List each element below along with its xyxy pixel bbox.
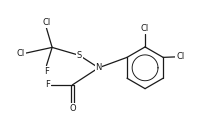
- Text: Cl: Cl: [42, 18, 51, 27]
- Text: N: N: [95, 63, 102, 72]
- Text: O: O: [69, 104, 76, 113]
- Text: F: F: [44, 67, 49, 76]
- Text: Cl: Cl: [141, 24, 149, 33]
- Text: S: S: [77, 51, 82, 60]
- Text: F: F: [45, 80, 50, 89]
- Text: Cl: Cl: [176, 52, 184, 61]
- Text: Cl: Cl: [17, 49, 25, 58]
